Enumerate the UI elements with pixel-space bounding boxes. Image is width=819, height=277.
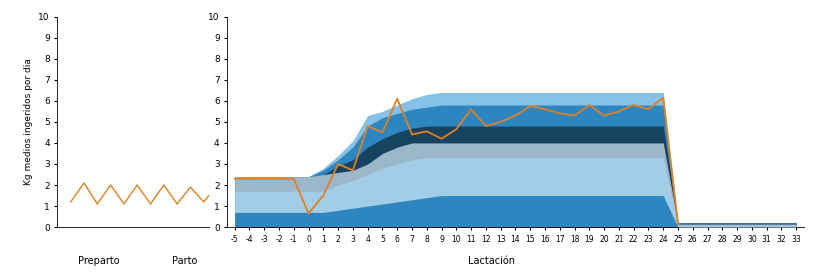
Text: Lactación: Lactación [468, 256, 515, 266]
Text: Parto: Parto [172, 256, 197, 266]
Text: Preparto: Preparto [78, 256, 119, 266]
Y-axis label: Kg medios ingeridos por dia: Kg medios ingeridos por dia [24, 58, 33, 185]
